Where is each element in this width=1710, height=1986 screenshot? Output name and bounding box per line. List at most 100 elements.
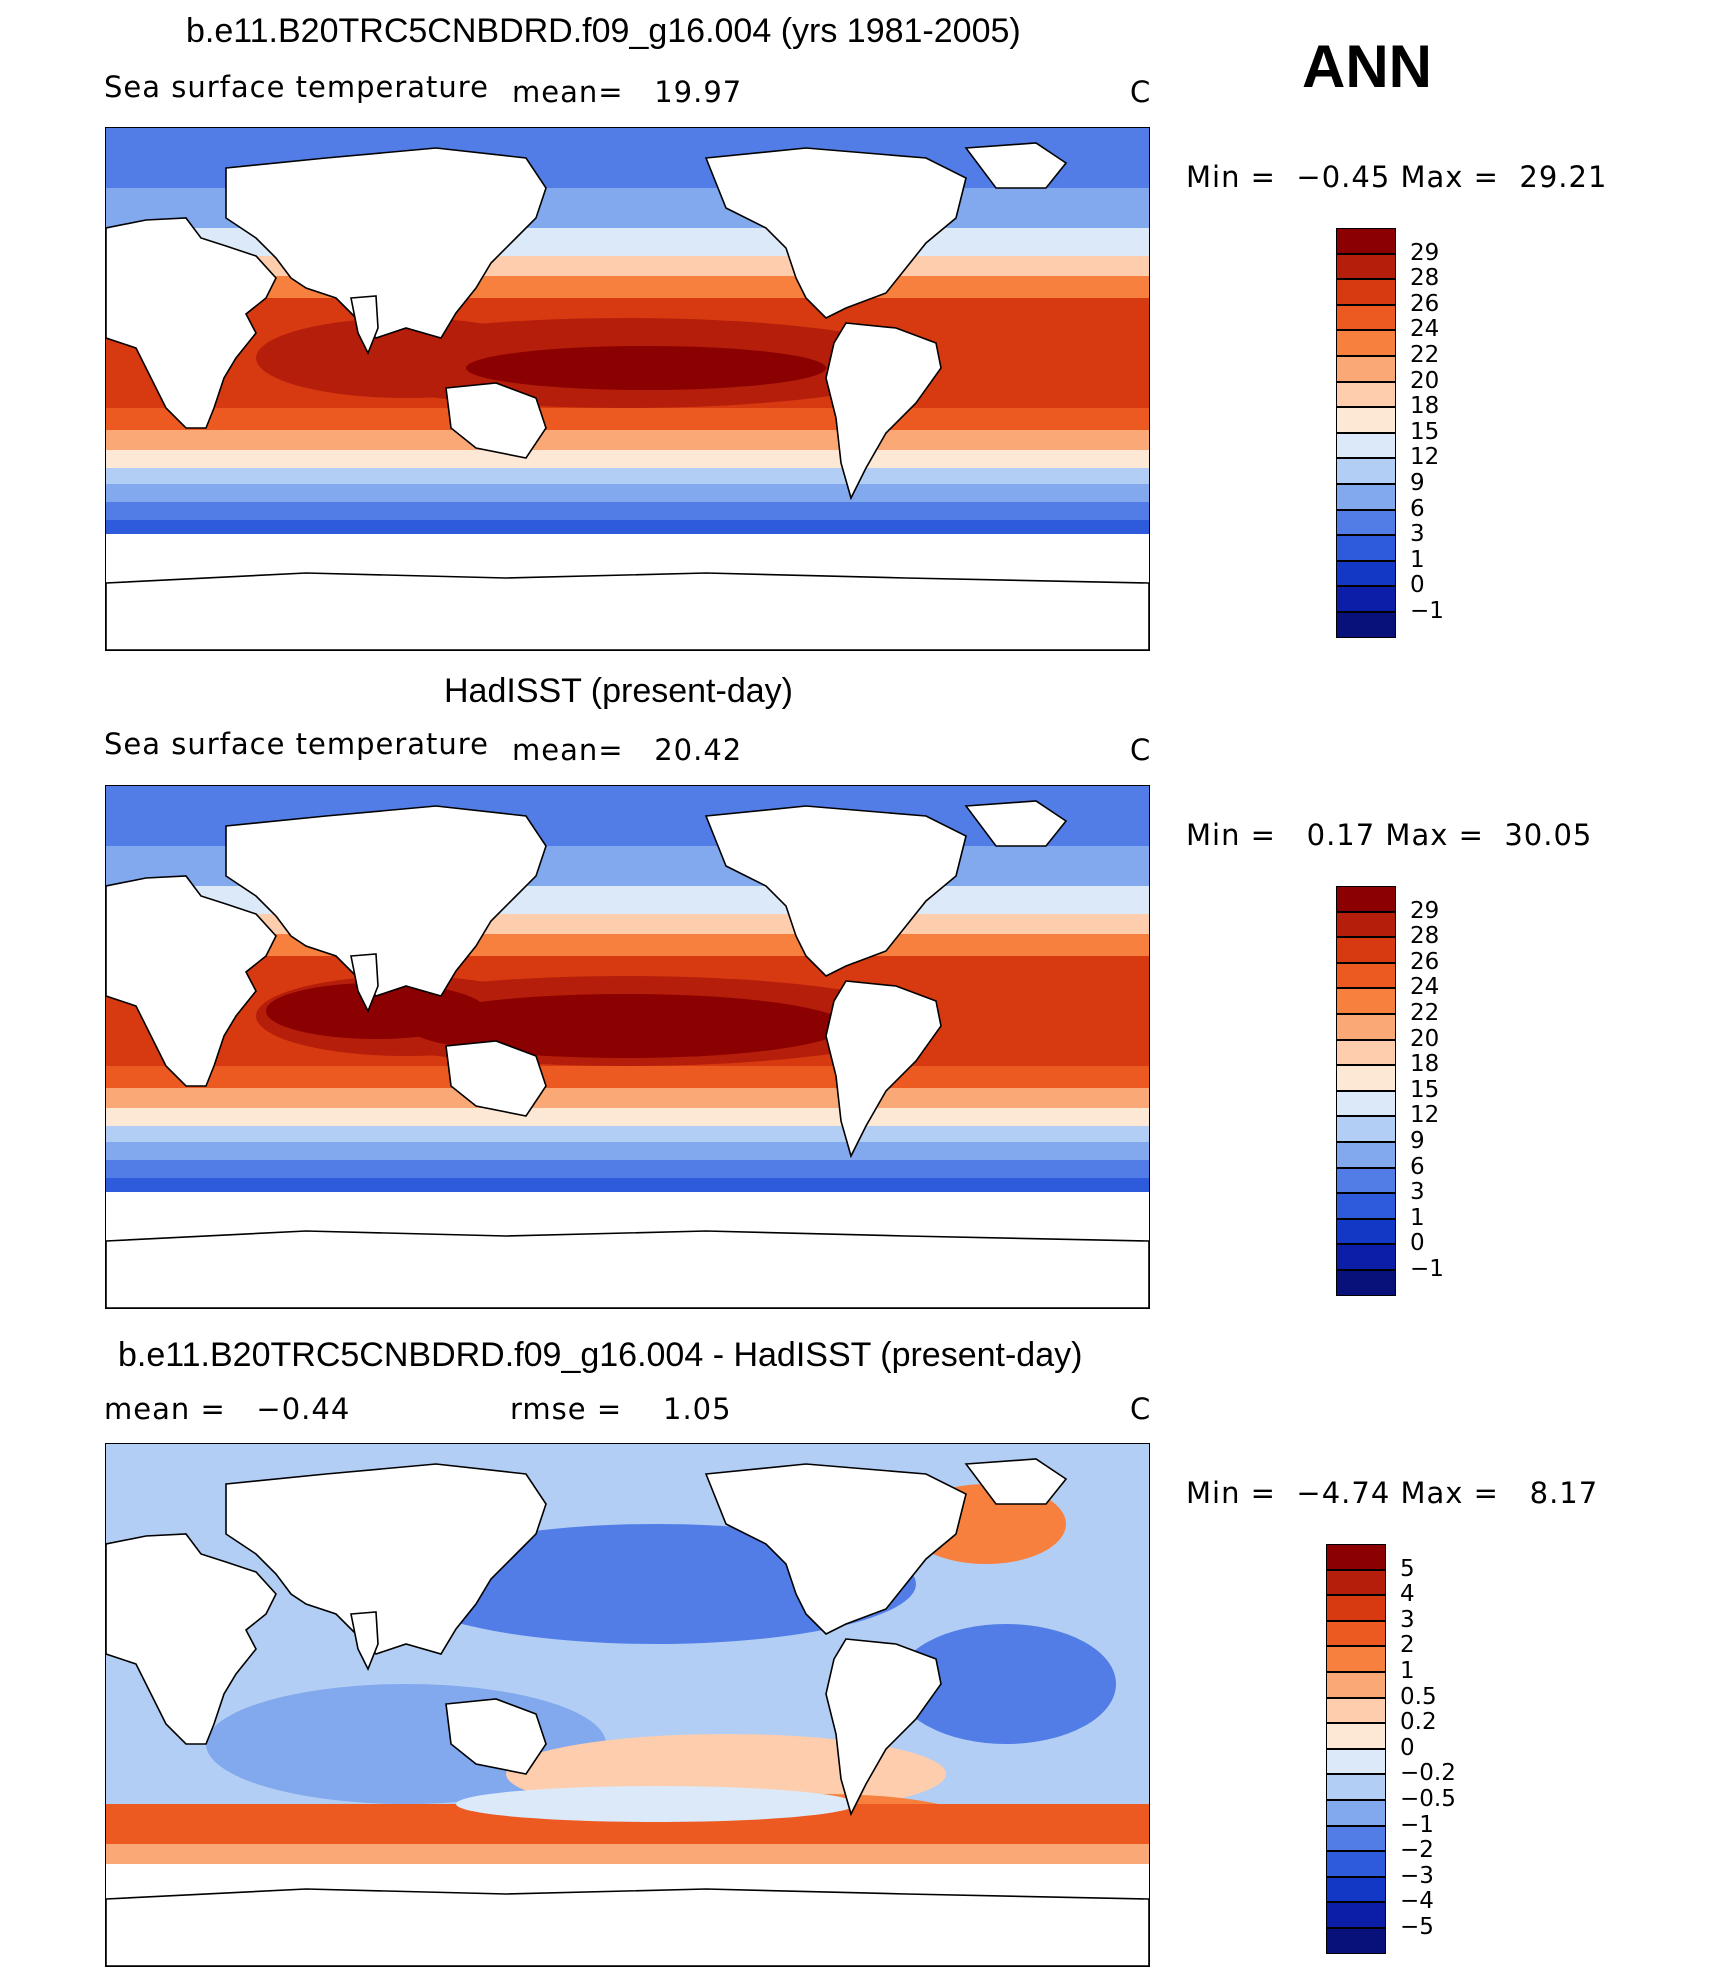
colorbar-label: 18	[1410, 1051, 1440, 1078]
sst-band	[106, 1108, 1149, 1126]
colorbar-label: 15	[1410, 418, 1440, 445]
panel3-units: C	[1130, 1392, 1152, 1426]
sst-band	[106, 468, 1149, 484]
colorbar-box	[1336, 988, 1396, 1014]
colorbar-box	[1336, 911, 1396, 938]
colorbar-label: 3	[1410, 1179, 1425, 1206]
colorbar-label: 29	[1410, 239, 1440, 266]
colorbar-label: 4	[1400, 1581, 1415, 1608]
colorbar-label: 0.5	[1400, 1683, 1437, 1710]
continent-outline	[964, 800, 1068, 847]
panel3-map	[105, 1443, 1150, 1967]
colorbar-box	[1336, 509, 1396, 536]
colorbar-box	[1326, 1672, 1386, 1698]
colorbar-box	[1336, 279, 1396, 305]
colorbar-label: 20	[1410, 367, 1440, 394]
colorbar-label: −1	[1410, 598, 1444, 624]
sst-blob	[466, 346, 826, 390]
colorbar-label: 20	[1410, 1025, 1440, 1052]
sst-band	[106, 408, 1149, 430]
colorbar-label: 15	[1410, 1076, 1440, 1103]
colorbar-label: 9	[1410, 1128, 1425, 1154]
colorbar-label: −0.5	[1400, 1786, 1456, 1812]
panel3-rmse-label: rmse = 1.05	[510, 1392, 732, 1426]
colorbar-label: 1	[1410, 1204, 1425, 1231]
colorbar-box	[1336, 1142, 1396, 1168]
colorbar-label: 9	[1410, 470, 1425, 496]
colorbar-label: −1	[1410, 1256, 1444, 1282]
colorbar-box	[1326, 1569, 1386, 1596]
colorbar-label: 3	[1410, 521, 1425, 548]
continent-outline	[825, 1638, 942, 1817]
panel2-units: C	[1130, 733, 1152, 767]
continent-outline	[350, 295, 379, 355]
colorbar-box	[1336, 407, 1396, 433]
continent-outline	[964, 1458, 1068, 1505]
continent-outline	[106, 1230, 1149, 1308]
colorbar-label: −1	[1400, 1811, 1434, 1838]
colorbar-box	[1336, 1167, 1396, 1194]
colorbar-box	[1336, 1193, 1396, 1219]
colorbar-label: 0	[1410, 572, 1425, 599]
continent-outline	[964, 142, 1068, 189]
panel1-min-max: Min = −0.45 Max = 29.21	[1186, 160, 1608, 194]
continent-outline	[350, 953, 379, 1013]
colorbar-box	[1326, 1620, 1386, 1647]
sst-band	[106, 1142, 1149, 1160]
sst-band	[106, 1066, 1149, 1088]
continent-outline	[704, 147, 967, 319]
continent-outline	[225, 805, 547, 997]
colorbar-label: 26	[1410, 948, 1440, 975]
colorbar-label: 1	[1410, 546, 1425, 573]
colorbar-label: 0	[1410, 1230, 1425, 1257]
colorbar-box	[1336, 1039, 1396, 1066]
sst-blob	[256, 318, 556, 398]
panel2-min-max: Min = 0.17 Max = 30.05	[1186, 818, 1593, 852]
sst-band	[106, 484, 1149, 502]
colorbar-box	[1326, 1902, 1386, 1928]
colorbar-label: 3	[1400, 1606, 1415, 1633]
continent-outline	[225, 1463, 547, 1655]
colorbar-box	[1336, 432, 1396, 459]
colorbar-box	[1336, 458, 1396, 484]
colorbar-box	[1336, 330, 1396, 356]
colorbar-box	[1326, 1748, 1386, 1775]
continent-outline	[704, 1463, 967, 1635]
panel3-title: b.e11.B20TRC5CNBDRD.f09_g16.004 - HadISS…	[118, 1336, 1083, 1374]
colorbar-label: −4	[1400, 1888, 1434, 1915]
colorbar-label: 5	[1400, 1555, 1415, 1582]
continent-outline	[106, 1888, 1149, 1966]
sst-blob	[406, 994, 846, 1058]
sst-band	[106, 502, 1149, 520]
colorbar-label: 29	[1410, 897, 1440, 924]
colorbar-box	[1336, 535, 1396, 561]
colorbar-label: −2	[1400, 1837, 1434, 1864]
colorbar-label: 28	[1410, 923, 1440, 950]
sst-band	[106, 520, 1149, 534]
sst-blob	[266, 983, 486, 1039]
continent-outline	[825, 980, 942, 1159]
colorbar-box	[1326, 1646, 1386, 1672]
continent-outline	[445, 1040, 547, 1117]
colorbar-box	[1336, 937, 1396, 963]
colorbar-label: 0.2	[1400, 1709, 1437, 1736]
continent-outline	[445, 382, 547, 459]
colorbar-label: 6	[1410, 1153, 1425, 1180]
colorbar-label: 1	[1400, 1658, 1415, 1684]
colorbar-box	[1336, 304, 1396, 331]
continent-outline	[106, 875, 277, 1087]
sst-band	[106, 1844, 1149, 1864]
colorbar-label: 6	[1410, 495, 1425, 522]
season-label: ANN	[1302, 33, 1432, 100]
sst-band	[106, 1178, 1149, 1192]
panel3-map-svg	[106, 1444, 1149, 1966]
panel1-title: b.e11.B20TRC5CNBDRD.f09_g16.004 (yrs 198…	[186, 12, 1021, 50]
colorbar-box	[1336, 1090, 1396, 1117]
colorbar-label: −0.2	[1400, 1760, 1456, 1787]
colorbar-box	[1326, 1825, 1386, 1852]
panel3-mean-label: mean = −0.44	[104, 1392, 351, 1426]
continent-outline	[225, 147, 547, 339]
colorbar-box	[1326, 1774, 1386, 1800]
colorbar-box	[1336, 356, 1396, 382]
panel1-map-svg	[106, 128, 1149, 650]
